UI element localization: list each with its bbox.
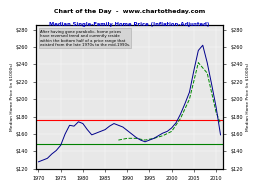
Y-axis label: Median Home Price (in $1000s): Median Home Price (in $1000s) — [9, 63, 13, 131]
Text: Median Single-Family Home Price (Inflation-Adjusted): Median Single-Family Home Price (Inflati… — [49, 22, 210, 27]
Text: Chart of the Day  -  www.chartotheday.com: Chart of the Day - www.chartotheday.com — [54, 9, 205, 14]
Y-axis label: Median Home Price (in $1000s): Median Home Price (in $1000s) — [246, 63, 250, 131]
Text: After having gone parabolic, home prices
have reversed trend and currently resid: After having gone parabolic, home prices… — [40, 29, 130, 47]
